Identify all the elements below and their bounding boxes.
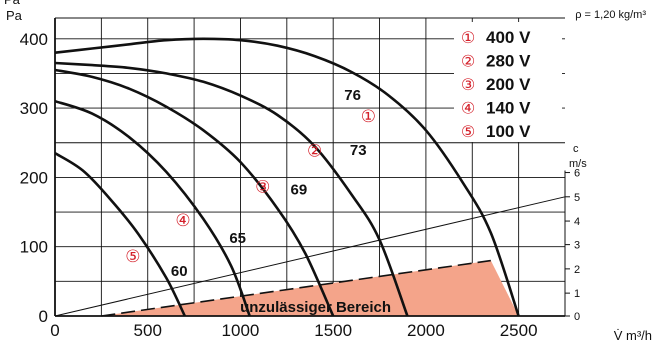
y-tick-label: 300 bbox=[20, 99, 48, 118]
x-tick-label: 2000 bbox=[407, 321, 445, 340]
forbidden-area bbox=[101, 260, 519, 316]
legend-background bbox=[454, 22, 562, 142]
legend-label-5: 100 V bbox=[486, 122, 531, 141]
velocity-line bbox=[54, 196, 566, 317]
fan-curve-1 bbox=[54, 37, 520, 317]
axes bbox=[54, 18, 566, 317]
right-axis-label: c bbox=[573, 143, 579, 155]
legend-label-1: 400 V bbox=[486, 28, 531, 47]
fan-curve-5 bbox=[54, 151, 186, 317]
y-tick-label: 100 bbox=[20, 238, 48, 257]
curve-db-label-3: 69 bbox=[291, 182, 308, 199]
right-tick-label: 5 bbox=[574, 192, 580, 204]
notes: PaPa V̇ m³/h ρ = 1,20 kg/m³ c m/s bbox=[4, 0, 652, 343]
y-tick-label: 200 bbox=[20, 168, 48, 187]
y-unit-label: Pa bbox=[6, 8, 23, 23]
fan-curve-3 bbox=[54, 68, 335, 317]
curve-db-label-2: 73 bbox=[350, 142, 367, 159]
x-tick-label: 2500 bbox=[500, 321, 538, 340]
curve-number-5: ⑤ bbox=[125, 247, 140, 267]
x-tick-label: 1500 bbox=[314, 321, 352, 340]
curve-number-3: ③ bbox=[255, 178, 270, 198]
right-tick-label: 4 bbox=[574, 216, 580, 228]
legend: ① 400 V ② 280 V ③ 200 V ④ 140 V ⑤ 100 V bbox=[454, 22, 562, 142]
fan-curve-4 bbox=[54, 99, 251, 317]
right-tick-label: 0 bbox=[574, 311, 580, 323]
legend-marker-1: ① bbox=[461, 28, 475, 47]
tick-labels: 0 500 1000 1500 2000 2500 0 100 200 300 400 0 1 2 3 4 5 6 bbox=[20, 30, 581, 340]
fan-curves bbox=[54, 37, 520, 317]
forbidden-region: unzulässiger Bereich bbox=[101, 259, 519, 317]
right-tick-label: 6 bbox=[574, 168, 580, 180]
right-tick-label: 2 bbox=[574, 264, 580, 276]
curve-number-2: ② bbox=[307, 142, 322, 162]
right-tick-label: 3 bbox=[574, 240, 580, 252]
x-tick-label: 1000 bbox=[222, 321, 260, 340]
curve-labels: ①76 ② 73 ③ 69 ④ 65 ⑤ 60 bbox=[125, 87, 376, 280]
x-tick-label: 0 bbox=[50, 321, 59, 340]
curve-db-label-4: 65 bbox=[229, 230, 246, 247]
density-note: ρ = 1,20 kg/m³ bbox=[575, 9, 646, 21]
forbidden-boundary bbox=[101, 259, 491, 317]
legend-marker-5: ⑤ bbox=[461, 122, 475, 141]
curve-number-4: ④ bbox=[175, 211, 190, 231]
legend-marker-3: ③ bbox=[461, 75, 475, 94]
right-axis-unit: m/s bbox=[569, 158, 587, 170]
y-tick-label: 400 bbox=[20, 30, 48, 49]
legend-marker-2: ② bbox=[461, 52, 475, 71]
right-tick-label: 1 bbox=[574, 288, 580, 300]
curve-db-label-1: 76 bbox=[344, 87, 361, 104]
x-tick-label: 500 bbox=[134, 321, 162, 340]
legend-marker-4: ④ bbox=[461, 99, 475, 118]
y-unit-top-label: Pa bbox=[4, 0, 21, 7]
forbidden-region-label: unzulässiger Bereich bbox=[240, 299, 391, 316]
legend-label-3: 200 V bbox=[486, 75, 531, 94]
curve-db-label-5: 60 bbox=[171, 263, 188, 280]
fan-curve-2 bbox=[54, 61, 409, 317]
x-unit-label: V̇ m³/h bbox=[614, 328, 652, 343]
legend-label-4: 140 V bbox=[486, 99, 531, 118]
y-tick-label: 0 bbox=[39, 307, 48, 326]
curve-number-1: ① bbox=[361, 107, 376, 127]
legend-label-2: 280 V bbox=[486, 52, 531, 71]
